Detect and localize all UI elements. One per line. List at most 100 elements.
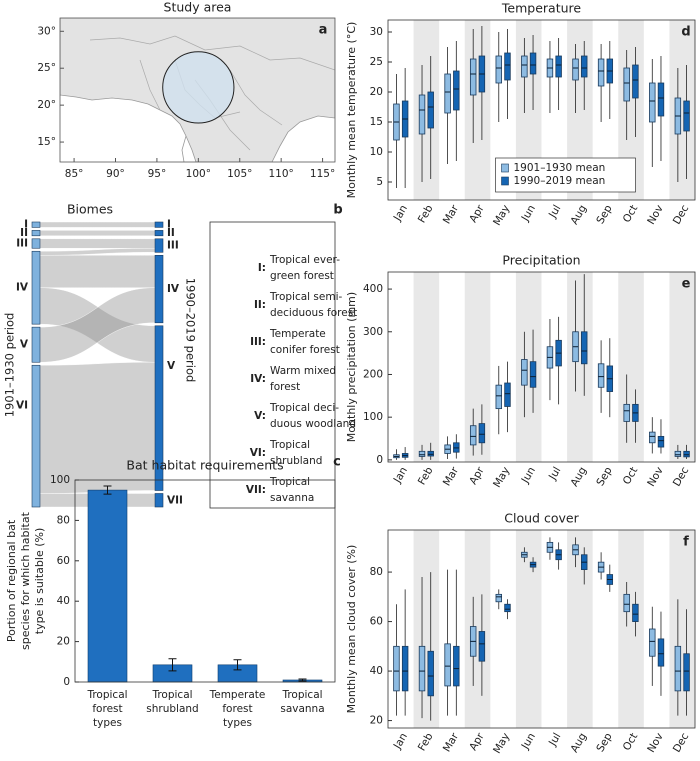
x-tick-label: Sep — [594, 203, 614, 226]
x-tick-label: Dec — [671, 731, 692, 755]
x-tick-label: Aug — [568, 465, 589, 489]
x-tick-label: Jan — [391, 203, 410, 224]
box — [623, 593, 630, 613]
x-tick-label: Apr — [467, 464, 487, 486]
biome-numeral: III — [167, 240, 179, 252]
x-tick-label: Dec — [671, 465, 692, 489]
y-tick-label: 300 — [363, 326, 383, 338]
x-tick-label: 100° — [186, 168, 211, 180]
x-tick-label: May — [491, 731, 512, 756]
biome-node — [31, 230, 41, 237]
error-bar — [103, 485, 112, 495]
legend-name: deciduous forest — [270, 307, 357, 319]
legend-key: II: — [254, 299, 266, 311]
x-tick-label: Tropical — [281, 689, 322, 701]
period-label: 1990–2019 period — [184, 278, 198, 383]
biome-node — [154, 221, 164, 228]
y-tick-label: 200 — [363, 368, 383, 380]
legend-key: III: — [250, 336, 266, 348]
biome-numeral: VI — [16, 399, 28, 411]
biome-node — [154, 325, 164, 491]
legend-key: V: — [254, 410, 266, 422]
box — [521, 55, 528, 78]
x-tick-label: Feb — [416, 731, 436, 753]
x-tick-label: Feb — [416, 465, 436, 487]
legend-label: 1990–2019 mean — [514, 175, 606, 187]
shade-band — [567, 272, 593, 462]
x-tick-label: Apr — [467, 202, 487, 224]
y-tick-label: 10 — [370, 146, 383, 158]
legend-name: Tropical ever- — [269, 254, 340, 266]
x-tick-label: 85° — [65, 168, 84, 180]
y-tick-label: 80 — [370, 566, 383, 578]
box — [581, 55, 588, 78]
y-tick-label: 5 — [376, 176, 383, 188]
y-tick-label: 25° — [37, 62, 56, 74]
x-tick-label: Sep — [594, 465, 614, 488]
y-tick-label: 0 — [376, 454, 383, 466]
x-tick-label: Nov — [645, 465, 666, 489]
box — [495, 593, 502, 603]
legend-name: Tropical deci- — [269, 402, 339, 414]
axes-frame — [387, 271, 696, 463]
x-tick-label: Jun — [519, 731, 538, 752]
legend-label: 1901–1930 mean — [514, 162, 606, 174]
x-tick-label: Mar — [441, 202, 462, 226]
x-tick-label: Jan — [391, 465, 410, 486]
box — [555, 55, 562, 78]
x-tick-label: savanna — [280, 703, 324, 715]
box — [504, 603, 511, 613]
box — [469, 425, 477, 446]
x-tick-label: Apr — [467, 730, 487, 752]
y-tick-label: 20 — [57, 636, 70, 648]
panel-letter: f — [683, 535, 689, 550]
box — [401, 645, 409, 692]
box — [623, 67, 630, 102]
box — [597, 363, 605, 388]
x-tick-label: types — [223, 717, 252, 729]
box — [657, 82, 665, 117]
panel-letter: a — [319, 23, 328, 38]
panel-letter: e — [682, 277, 691, 292]
y-tick-label: 20 — [370, 715, 383, 727]
x-tick-label: Sep — [594, 731, 614, 754]
chart-title: Temperature — [501, 1, 581, 16]
y-tick-label: 40 — [370, 665, 383, 677]
legend-name: Tropical — [269, 476, 310, 488]
box — [632, 64, 639, 99]
flow — [39, 238, 156, 249]
shade-band — [413, 530, 440, 728]
x-tick-label: Jul — [546, 465, 563, 483]
biome-node — [31, 221, 41, 228]
map-frame — [59, 17, 336, 163]
legend-name: Warm mixed — [270, 365, 336, 377]
biome-node — [154, 238, 164, 253]
box — [495, 55, 502, 84]
biome-numeral: V — [20, 339, 29, 351]
legend-name: Tropical semi- — [269, 291, 343, 303]
box — [657, 638, 665, 667]
biome-node — [154, 255, 164, 324]
biome-numeral: VII — [167, 494, 183, 506]
legend-key: VI: — [250, 447, 266, 459]
box — [683, 450, 690, 458]
box — [504, 382, 511, 407]
sankey-title: Biomes — [67, 202, 113, 217]
legend-swatch — [501, 163, 509, 173]
x-tick-label: Nov — [645, 203, 666, 227]
x-tick-label: Mar — [441, 730, 462, 754]
flow — [39, 255, 156, 288]
biome-node — [31, 326, 41, 363]
chart-title: Precipitation — [502, 253, 580, 268]
box — [418, 450, 426, 457]
box — [453, 70, 460, 111]
y-axis-label: type is suitable (%) — [33, 528, 46, 635]
y-tick-label: 100 — [50, 474, 70, 486]
y-tick-label: 100 — [363, 411, 383, 423]
box — [674, 645, 682, 692]
box — [632, 603, 639, 622]
y-tick-label: 60 — [57, 555, 70, 567]
box — [529, 361, 537, 388]
x-tick-label: Temperate — [209, 689, 266, 701]
